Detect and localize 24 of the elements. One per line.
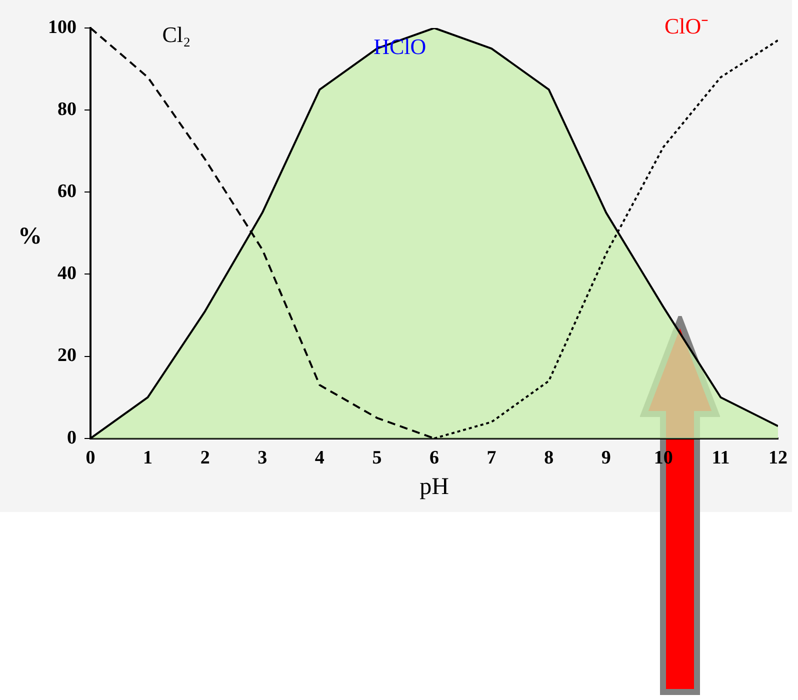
x-tick-label: 10 [654, 448, 673, 469]
x-tick-label: 8 [544, 448, 554, 469]
x-tick-label: 12 [768, 448, 788, 469]
x-tick-label: 6 [430, 448, 439, 469]
y-tick-label: 0 [67, 427, 76, 448]
y-axis-title: % [18, 223, 42, 250]
series-label: Cl₂ [162, 22, 191, 47]
y-tick-label: 100 [48, 16, 76, 38]
x-tick-label: 2 [200, 448, 210, 469]
series-label: ClO⁻ [664, 14, 708, 39]
x-tick-label: 4 [314, 448, 325, 469]
x-tick-label: 3 [258, 448, 268, 469]
series-label: HClO [374, 34, 426, 60]
x-tick-label: 9 [601, 448, 611, 469]
y-tick-label: 80 [58, 98, 76, 120]
x-tick-label: 7 [486, 448, 497, 469]
x-axis-title: pH [420, 474, 449, 500]
y-tick-label: 20 [58, 345, 76, 366]
x-tick-label: 1 [143, 448, 153, 469]
x-tick-label: 5 [372, 448, 382, 469]
y-tick-label: 40 [58, 263, 76, 284]
y-tick-label: 60 [58, 181, 76, 202]
x-tick-label: 0 [86, 448, 96, 469]
x-tick-label: 11 [712, 448, 730, 469]
